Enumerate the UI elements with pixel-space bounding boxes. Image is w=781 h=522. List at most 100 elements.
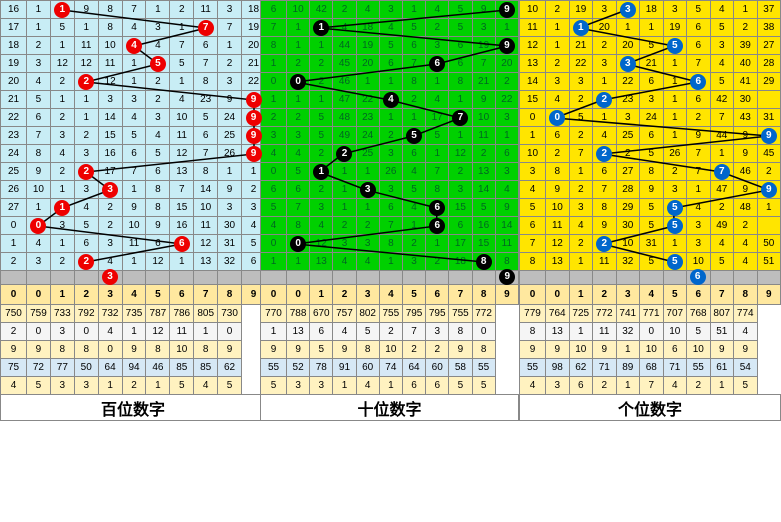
cell: 3 xyxy=(287,127,310,145)
summary-cell: 10 xyxy=(640,341,664,359)
cell: 1 xyxy=(379,73,402,91)
cell: 19 xyxy=(472,37,495,55)
cell: 18 xyxy=(640,1,664,19)
cell: 8 xyxy=(640,163,664,181)
trend-ball: 2 xyxy=(596,146,612,162)
cell: 5 xyxy=(710,253,734,271)
cell: 3 xyxy=(449,181,472,199)
cell: 3 xyxy=(687,217,711,235)
cell: 4 xyxy=(426,1,449,19)
cell: 1 xyxy=(170,73,194,91)
cell: 20 xyxy=(616,37,640,55)
cell: 1 xyxy=(663,55,687,73)
cell: 14 xyxy=(495,217,518,235)
row-first: 2 xyxy=(1,253,27,271)
row-first: 12 xyxy=(520,37,546,55)
cell: 30 xyxy=(218,217,242,235)
trend-ball: 6 xyxy=(429,200,445,216)
cell: 8 xyxy=(287,217,310,235)
summary-cell: 8 xyxy=(50,341,74,359)
summary-cell: 4 xyxy=(663,377,687,395)
col-header: 2 xyxy=(333,285,356,305)
cell: 5 xyxy=(146,55,170,73)
cell: 8 xyxy=(98,19,122,37)
summary-cell: 2 xyxy=(593,377,617,395)
summary-cell: 75 xyxy=(1,359,27,377)
cell: 10 xyxy=(27,181,51,199)
trend-ball: 1 xyxy=(54,2,70,18)
cell: 43 xyxy=(734,109,758,127)
summary-cell: 0 xyxy=(472,323,495,341)
summary-cell: 8 xyxy=(449,323,472,341)
spacer xyxy=(1,271,27,285)
cell: 48 xyxy=(333,109,356,127)
cell: 5 xyxy=(449,19,472,37)
cell: 20 xyxy=(495,55,518,73)
summary-cell: 3 xyxy=(426,323,449,341)
row-first: 25 xyxy=(1,163,27,181)
summary-cell: 2 xyxy=(687,377,711,395)
col-header: 0 xyxy=(1,285,27,305)
cell: 3 xyxy=(663,1,687,19)
cell: 3 xyxy=(356,181,379,199)
cell: 6 xyxy=(687,73,711,91)
cell: 1 xyxy=(569,163,593,181)
row-first: 24 xyxy=(1,145,27,163)
summary-cell: 2 xyxy=(379,323,402,341)
cell: 1 xyxy=(218,37,242,55)
cell: 0 xyxy=(546,109,570,127)
cell: 2 xyxy=(218,55,242,73)
cell: 4 xyxy=(27,235,51,253)
cell: 1 xyxy=(379,253,402,271)
cell: 7 xyxy=(287,199,310,217)
col-header: 7 xyxy=(449,285,472,305)
spacer xyxy=(663,271,687,285)
cell: 27 xyxy=(616,163,640,181)
cell: 1 xyxy=(287,37,310,55)
spacer xyxy=(287,271,310,285)
panel-bai: 1611987121131817151843177191821111044761… xyxy=(0,0,266,421)
cell: 18 xyxy=(356,19,379,37)
summary-cell: 9 xyxy=(1,341,27,359)
trend-ball: 9 xyxy=(246,128,262,144)
col-header: 0 xyxy=(520,285,546,305)
trend-ball: 8 xyxy=(476,254,492,270)
col-header: 3 xyxy=(356,285,379,305)
cell: 3 xyxy=(146,19,170,37)
row-first: 3 xyxy=(261,127,287,145)
cell: 6 xyxy=(74,235,98,253)
cell: 7 xyxy=(27,127,51,145)
trend-ball: 2 xyxy=(336,146,352,162)
cell: 8 xyxy=(426,181,449,199)
cell: 12 xyxy=(98,73,122,91)
cell: 3 xyxy=(74,181,98,199)
cell: 8 xyxy=(449,73,472,91)
cell: 9 xyxy=(546,181,570,199)
cell: 46 xyxy=(333,73,356,91)
trend-ball: 5 xyxy=(667,38,683,54)
row-first: 5 xyxy=(261,199,287,217)
summary-cell: 0 xyxy=(27,323,51,341)
cell: 1 xyxy=(757,199,781,217)
cell: 9 xyxy=(495,199,518,217)
trend-ball: 5 xyxy=(406,128,422,144)
cell: 4 xyxy=(356,1,379,19)
spacer xyxy=(333,271,356,285)
cell: 2 xyxy=(310,55,333,73)
cell: 7 xyxy=(194,55,218,73)
cell: 11 xyxy=(593,253,617,271)
col-header: 6 xyxy=(170,285,194,305)
row-first: 6 xyxy=(261,181,287,199)
panel-ge: 1021933183541371111201119652381212122055… xyxy=(519,0,781,421)
row-first: 8 xyxy=(261,37,287,55)
cell: 3 xyxy=(27,253,51,271)
cell: 5 xyxy=(472,199,495,217)
col-header: 7 xyxy=(710,285,734,305)
cell: 2 xyxy=(569,91,593,109)
trend-ball: 7 xyxy=(714,164,730,180)
cell: 25 xyxy=(218,127,242,145)
cell: 23 xyxy=(616,91,640,109)
cell: 5 xyxy=(310,127,333,145)
row-first: 26 xyxy=(1,181,27,199)
col-header: 5 xyxy=(402,285,425,305)
